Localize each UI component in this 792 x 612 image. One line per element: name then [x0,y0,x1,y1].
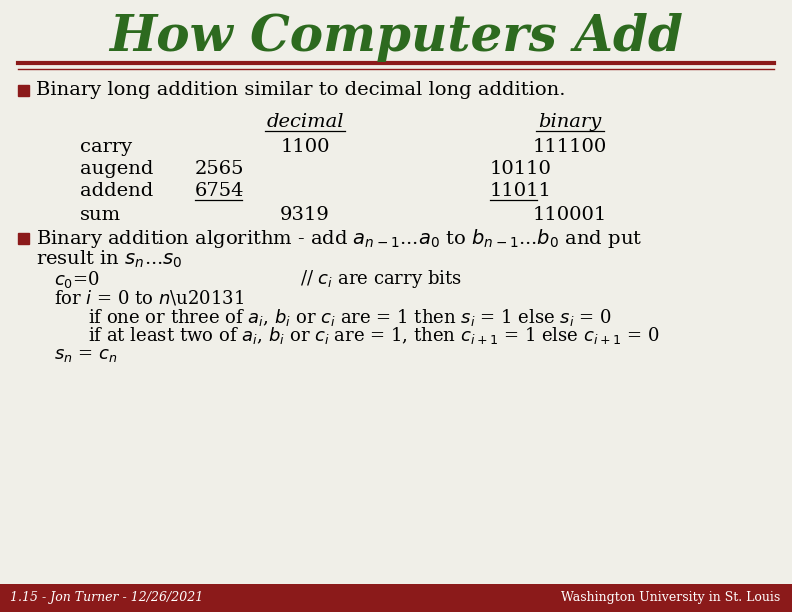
Text: 9319: 9319 [280,206,330,224]
Text: binary: binary [539,113,602,131]
Text: for $i$ = 0 to $n$\u20131: for $i$ = 0 to $n$\u20131 [54,288,244,307]
Bar [18,85,29,96]
Text: How Computers Add: How Computers Add [109,12,683,61]
Text: 6754: 6754 [195,182,245,200]
Text: 11011: 11011 [490,182,552,200]
Text: addend: addend [80,182,153,200]
Bar [0,584,792,612]
Text: 2565: 2565 [195,160,245,178]
Text: if at least two of $a_i$, $b_i$ or $c_i$ are = 1, then $c_{i+1}$ = 1 else $c_{i+: if at least two of $a_i$, $b_i$ or $c_i$… [88,326,660,346]
Text: $c_0$=0: $c_0$=0 [54,269,100,289]
Text: 111100: 111100 [533,138,607,156]
Text: // $c_i$ are carry bits: // $c_i$ are carry bits [300,268,462,290]
Text: 1100: 1100 [280,138,329,156]
Text: decimal: decimal [266,113,344,131]
Text: $s_n$ = $c_n$: $s_n$ = $c_n$ [54,346,117,364]
Text: if one or three of $a_i$, $b_i$ or $c_i$ are = 1 then $s_i$ = 1 else $s_i$ = 0: if one or three of $a_i$, $b_i$ or $c_i$… [88,307,612,327]
Text: 1.15 - Jon Turner - 12/26/2021: 1.15 - Jon Turner - 12/26/2021 [10,592,204,605]
Text: Binary addition algorithm - add $a_{n-1}$...$a_0$ to $b_{n-1}$...$b_0$ and put: Binary addition algorithm - add $a_{n-1}… [36,226,642,250]
Text: result in $s_n$...$s_0$: result in $s_n$...$s_0$ [36,248,183,270]
Text: Binary long addition similar to decimal long addition.: Binary long addition similar to decimal … [36,81,565,99]
Text: augend: augend [80,160,154,178]
Text: 10110: 10110 [490,160,552,178]
Text: Washington University in St. Louis: Washington University in St. Louis [561,592,780,605]
Text: sum: sum [80,206,121,224]
Text: 110001: 110001 [533,206,607,224]
Text: carry: carry [80,138,132,156]
Bar [18,233,29,244]
